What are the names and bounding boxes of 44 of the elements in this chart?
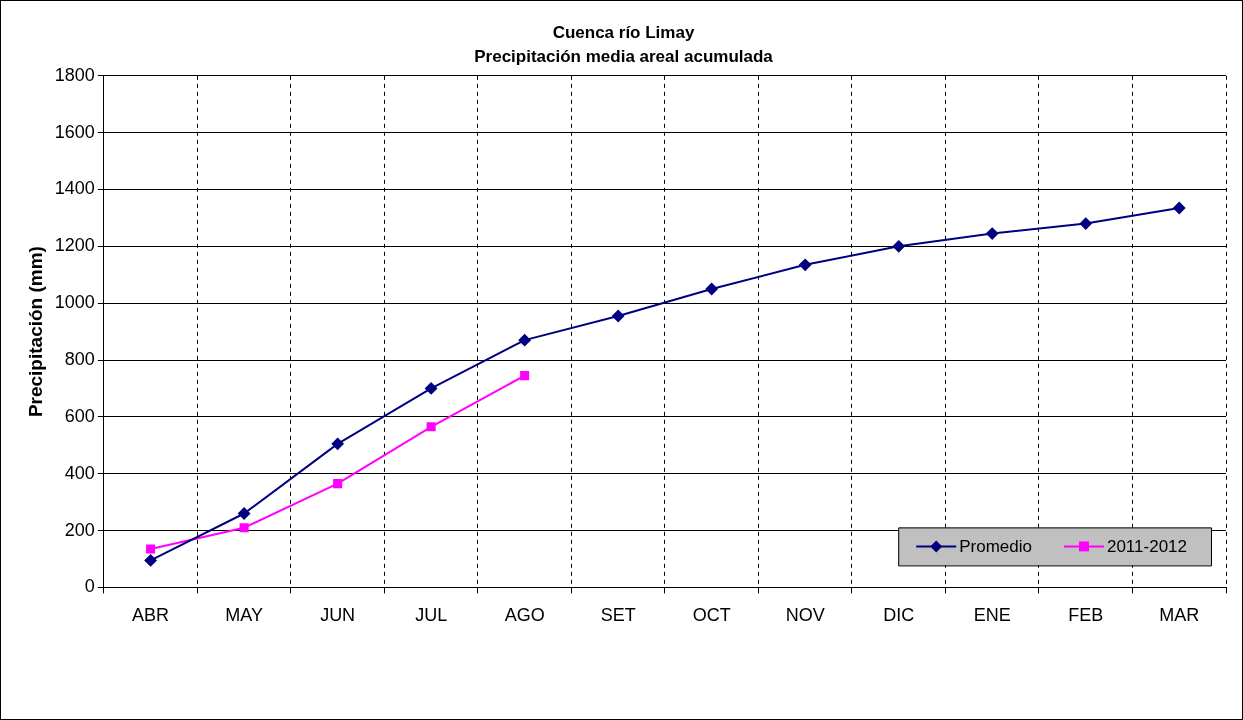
x-tick-label: MAR <box>1159 605 1200 626</box>
y-tick-label: 1200 <box>54 235 95 256</box>
point <box>426 422 436 432</box>
x-tick-label: AGO <box>504 605 545 626</box>
x-tick-label: ENE <box>973 605 1011 626</box>
x-tick-label: ABR <box>132 605 170 626</box>
x-tick-label: DIC <box>883 605 915 626</box>
y-tick-label: 1600 <box>54 121 95 142</box>
point <box>239 523 249 533</box>
point <box>892 240 905 253</box>
y-tick-label: 0 <box>84 576 95 597</box>
point <box>1173 201 1186 214</box>
x-tick-label: OCT <box>692 605 731 626</box>
y-tick-label: 800 <box>64 348 95 369</box>
chart-subtitle: Precipitación media areal acumulada <box>474 47 774 67</box>
y-tick-label: 200 <box>64 519 95 540</box>
y-tick-label: 1000 <box>54 292 95 313</box>
y-tick-label: 1800 <box>54 64 95 85</box>
legend-label: 2011-2012 <box>1106 537 1188 557</box>
point <box>518 334 531 347</box>
x-tick-label: JUL <box>415 605 448 626</box>
legend-label: Promedio <box>959 537 1032 557</box>
point <box>520 371 530 381</box>
point <box>1079 217 1092 230</box>
y-axis-title: Precipitación (mm) <box>24 246 46 418</box>
x-tick-label: JUN <box>320 605 356 626</box>
point <box>333 479 343 489</box>
x-tick-label: MAY <box>225 605 263 626</box>
y-tick-label: 600 <box>64 405 95 426</box>
x-tick-label: NOV <box>785 605 825 626</box>
y-tick-label: 400 <box>64 462 95 483</box>
point <box>425 382 438 395</box>
point <box>799 258 812 271</box>
point <box>986 227 999 240</box>
point <box>331 437 344 450</box>
point <box>144 554 157 567</box>
point <box>238 507 251 520</box>
point <box>705 282 718 295</box>
point <box>612 309 625 322</box>
point <box>146 544 156 554</box>
chart-title: Cuenca río Limay <box>552 22 695 42</box>
x-tick-label: FEB <box>1068 605 1104 626</box>
y-tick-label: 1400 <box>54 178 95 199</box>
x-tick-label: SET <box>600 605 636 626</box>
